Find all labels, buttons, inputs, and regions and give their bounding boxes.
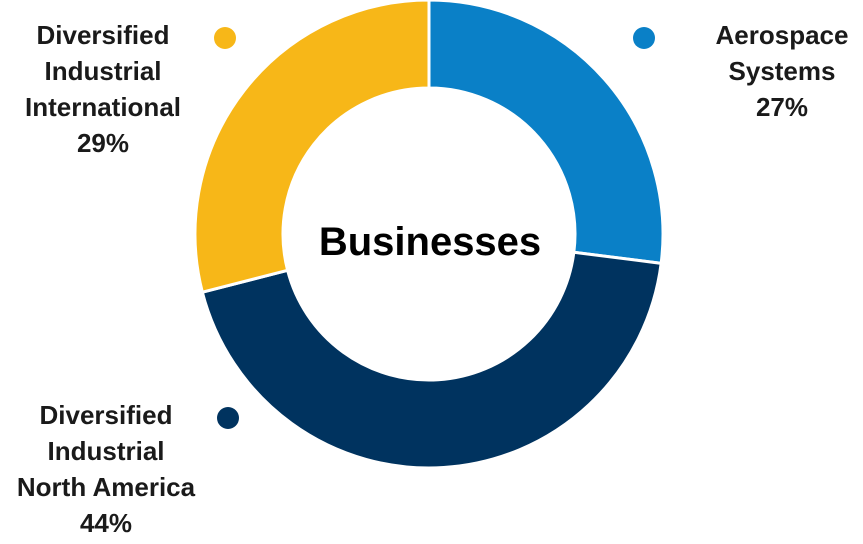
legend-dot-1 xyxy=(217,407,239,429)
slice-1 xyxy=(200,250,663,470)
slice-0 xyxy=(427,0,665,266)
slice-label-0-line-0: Aerospace xyxy=(716,20,849,50)
slice-value-label-1: 44% xyxy=(80,508,132,538)
legend-dot-0 xyxy=(633,27,655,49)
chart-center-title: Businesses xyxy=(319,220,541,264)
slice-value-label-0: 27% xyxy=(756,92,808,122)
legend-dot-2 xyxy=(214,27,236,49)
slice-label-2-line-2: International xyxy=(25,92,181,122)
slice-label-2-line-1: Industrial xyxy=(44,56,161,86)
slice-label-1-line-2: North America xyxy=(17,472,196,502)
slice-value-label-2: 29% xyxy=(77,128,129,158)
slice-label-1-line-0: Diversified xyxy=(40,400,173,430)
slice-2 xyxy=(193,0,431,295)
slice-label-2-line-0: Diversified xyxy=(37,20,170,50)
slice-labels: Aerospace Systems 27% Diversified Industrial… xyxy=(17,20,849,538)
slice-label-1-line-1: Industrial xyxy=(47,436,164,466)
donut-slices xyxy=(193,0,665,470)
slice-label-0-line-1: Systems xyxy=(729,56,836,86)
